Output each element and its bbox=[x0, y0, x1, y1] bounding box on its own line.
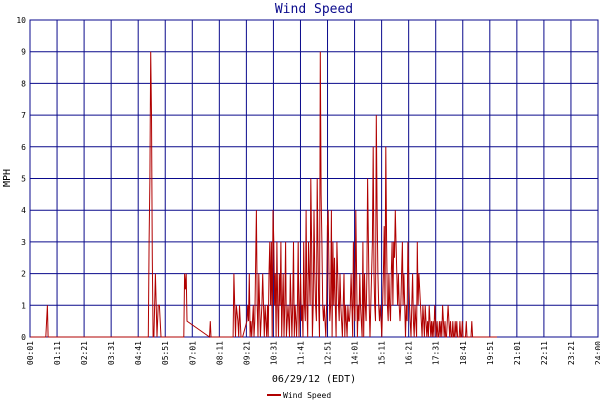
x-tick-label: 00:01 bbox=[26, 341, 35, 365]
legend: Wind Speed bbox=[267, 391, 331, 400]
plot-grid bbox=[29, 19, 599, 338]
legend-label: Wind Speed bbox=[283, 391, 331, 400]
x-axis-label: 06/29/12 (EDT) bbox=[272, 374, 356, 385]
x-tick-label: 21:01 bbox=[513, 341, 522, 365]
series-wind-speed bbox=[30, 51, 497, 338]
x-tick-label: 17:31 bbox=[432, 341, 441, 365]
x-tick-labels: 00:01 01:11 02:21 03:31 04:41 05:51 07:01 08:11… bbox=[26, 341, 600, 365]
y-tick-label: 1 bbox=[21, 301, 26, 310]
x-tick-label: 24:00 bbox=[594, 341, 600, 365]
y-tick-label: 3 bbox=[21, 238, 26, 247]
x-tick-label: 11:41 bbox=[296, 341, 305, 365]
y-tick-label: 9 bbox=[21, 48, 26, 57]
x-tick-label: 15:11 bbox=[378, 341, 387, 365]
x-tick-label: 12:51 bbox=[324, 341, 333, 365]
y-tick-label: 4 bbox=[21, 206, 26, 215]
y-tick-label: 6 bbox=[21, 143, 26, 152]
y-tick-label: 0 bbox=[21, 333, 26, 342]
x-tick-label: 23:21 bbox=[567, 341, 576, 365]
x-tick-label: 22:11 bbox=[540, 341, 549, 365]
y-tick-label: 10 bbox=[16, 16, 26, 25]
x-tick-label: 14:01 bbox=[351, 341, 360, 365]
x-tick-label: 10:31 bbox=[269, 341, 278, 365]
x-tick-label: 18:41 bbox=[459, 341, 468, 365]
y-tick-label: 7 bbox=[21, 111, 26, 120]
x-tick-label: 05:51 bbox=[161, 341, 170, 365]
chart-title: Wind Speed bbox=[275, 2, 353, 17]
x-tick-label: 04:41 bbox=[134, 341, 143, 365]
y-tick-label: 5 bbox=[21, 175, 26, 184]
x-tick-label: 19:51 bbox=[486, 341, 495, 365]
x-tick-label: 02:21 bbox=[80, 341, 89, 365]
y-tick-label: 8 bbox=[21, 79, 26, 88]
x-tick-label: 03:31 bbox=[107, 341, 116, 365]
x-tick-label: 01:11 bbox=[53, 341, 62, 365]
y-tick-labels: 0 1 2 3 4 5 6 7 8 9 10 bbox=[16, 16, 26, 342]
x-tick-label: 09:21 bbox=[242, 341, 251, 365]
x-tick-label: 16:21 bbox=[405, 341, 414, 365]
y-tick-label: 2 bbox=[21, 270, 26, 279]
y-axis-label: MPH bbox=[2, 169, 13, 187]
x-tick-label: 07:01 bbox=[188, 341, 197, 365]
x-tick-label: 08:11 bbox=[215, 341, 224, 365]
series-line bbox=[30, 51, 497, 338]
